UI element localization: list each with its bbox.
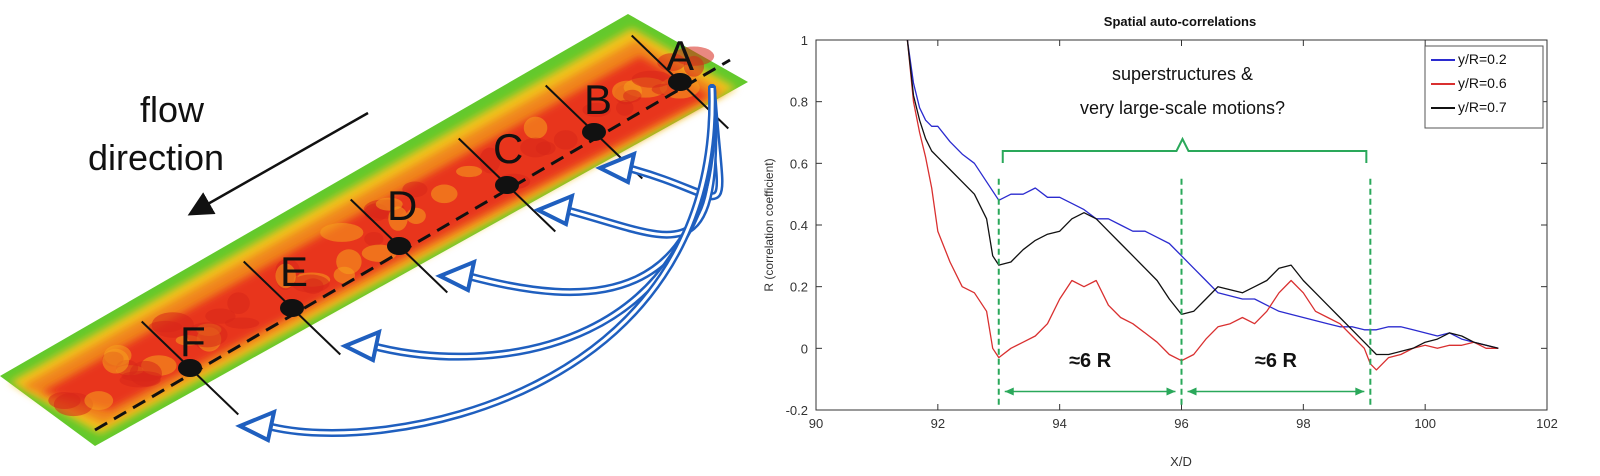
y-tick-label: 0.2	[790, 280, 808, 295]
legend: y/R=0.2 y/R=0.6 y/R=0.7	[1424, 45, 1544, 129]
station-dot-d	[387, 237, 411, 255]
arrow-head	[595, 150, 637, 185]
x-tick-label: 94	[1052, 416, 1066, 431]
span-label: ≈6 R	[1255, 350, 1298, 372]
station-label-f: F	[180, 318, 206, 365]
chart-title: Spatial auto-correlations	[1104, 14, 1256, 29]
band-spot	[456, 165, 483, 178]
station-dot-a	[668, 73, 692, 91]
span-arrowhead-right	[1355, 387, 1365, 396]
band-spot	[129, 360, 163, 387]
y-tick-label: 0	[801, 341, 808, 356]
legend-label: y/R=0.7	[1458, 99, 1507, 115]
band-spot	[148, 320, 183, 333]
span-arrowhead-right	[1166, 387, 1176, 396]
arrow-head	[533, 192, 575, 227]
span-arrowhead-left	[1187, 387, 1197, 396]
station-label-c: C	[493, 125, 523, 172]
station-dot-e	[280, 299, 304, 317]
x-tick-label: 90	[809, 416, 823, 431]
station-dot-b	[582, 123, 606, 141]
band-spot	[227, 292, 250, 315]
y-axis-label: R (correlation coefficient)	[762, 158, 776, 291]
flow-label-line2: direction	[88, 137, 224, 178]
band-spot	[616, 99, 634, 116]
x-axis-label: X/D	[1170, 454, 1192, 469]
x-tick-label: 98	[1296, 416, 1310, 431]
band-spot	[302, 278, 324, 294]
band-spot	[364, 231, 384, 246]
band-spot	[479, 147, 501, 174]
flow-label-line1: flow	[140, 89, 205, 130]
band-spot	[186, 322, 228, 348]
x-tick-label: 100	[1414, 416, 1436, 431]
band-spot	[320, 223, 364, 242]
annotation: superstructures & very large-scale motion…	[997, 64, 1372, 407]
band-spot	[388, 206, 408, 231]
y-tick-label: 0.8	[790, 95, 808, 110]
band-spot	[375, 197, 403, 211]
band-texture	[48, 46, 715, 417]
station-label-b: B	[584, 76, 612, 123]
y-tick-label: 1	[801, 33, 808, 48]
band-spot	[623, 89, 642, 103]
band-spot	[402, 181, 428, 198]
station-label-a: A	[666, 32, 694, 79]
station-label-e: E	[280, 248, 308, 295]
axes: 90 92 94 96 98 100 102 -0.2 0 0.2 0.4 0.6 0.8 1	[786, 33, 1558, 431]
band-spot	[84, 391, 114, 410]
correlation-arrows	[235, 84, 724, 443]
flow-direction-arrow	[187, 111, 369, 216]
correlation-arrow-inner	[267, 87, 714, 435]
autocorrelation-chart: Spatial auto-correlations 90 92 94 96 98 100 1…	[762, 14, 1558, 469]
stations: A B C D E F	[178, 32, 694, 377]
band-spot	[523, 116, 548, 139]
span-label: ≈6 R	[1069, 350, 1112, 372]
station-label-d: D	[387, 182, 417, 229]
y-tick-label: 0.4	[790, 218, 808, 233]
band-spot	[336, 249, 362, 275]
span-arrowhead-left	[1004, 387, 1014, 396]
band-spot	[520, 137, 552, 158]
band-spot	[582, 102, 611, 118]
legend-label: y/R=0.6	[1458, 75, 1507, 91]
band-spot	[406, 207, 426, 224]
band-spot	[683, 55, 705, 77]
series-line-1	[906, 39, 1499, 349]
band-spot	[224, 317, 260, 329]
annotation-brace	[1001, 136, 1368, 163]
station-dot-c	[495, 176, 519, 194]
pipe-flow-diagram: A B C D E F flow direction	[0, 14, 748, 446]
y-tick-label: -0.2	[786, 403, 808, 418]
band-spot	[553, 130, 578, 150]
x-tick-label: 102	[1536, 416, 1558, 431]
annotation-text-line1: superstructures &	[1112, 64, 1253, 84]
band-spot	[102, 348, 130, 374]
band-spot	[53, 392, 94, 417]
x-tick-label: 96	[1174, 416, 1188, 431]
velocity-band	[0, 14, 748, 446]
series-line-2	[906, 39, 1499, 371]
band-spot	[631, 70, 672, 88]
y-tick-label: 0.6	[790, 156, 808, 171]
arrow-head	[235, 408, 277, 443]
arrow-head	[435, 258, 477, 293]
band-spot	[430, 184, 458, 204]
band-spot	[205, 308, 236, 324]
legend-label: y/R=0.2	[1458, 51, 1507, 67]
station-dot-f	[178, 359, 202, 377]
annotation-text-line2: very large-scale motions?	[1080, 98, 1285, 118]
x-tick-label: 92	[931, 416, 945, 431]
band-spot	[275, 263, 296, 289]
arrow-head	[340, 328, 382, 363]
